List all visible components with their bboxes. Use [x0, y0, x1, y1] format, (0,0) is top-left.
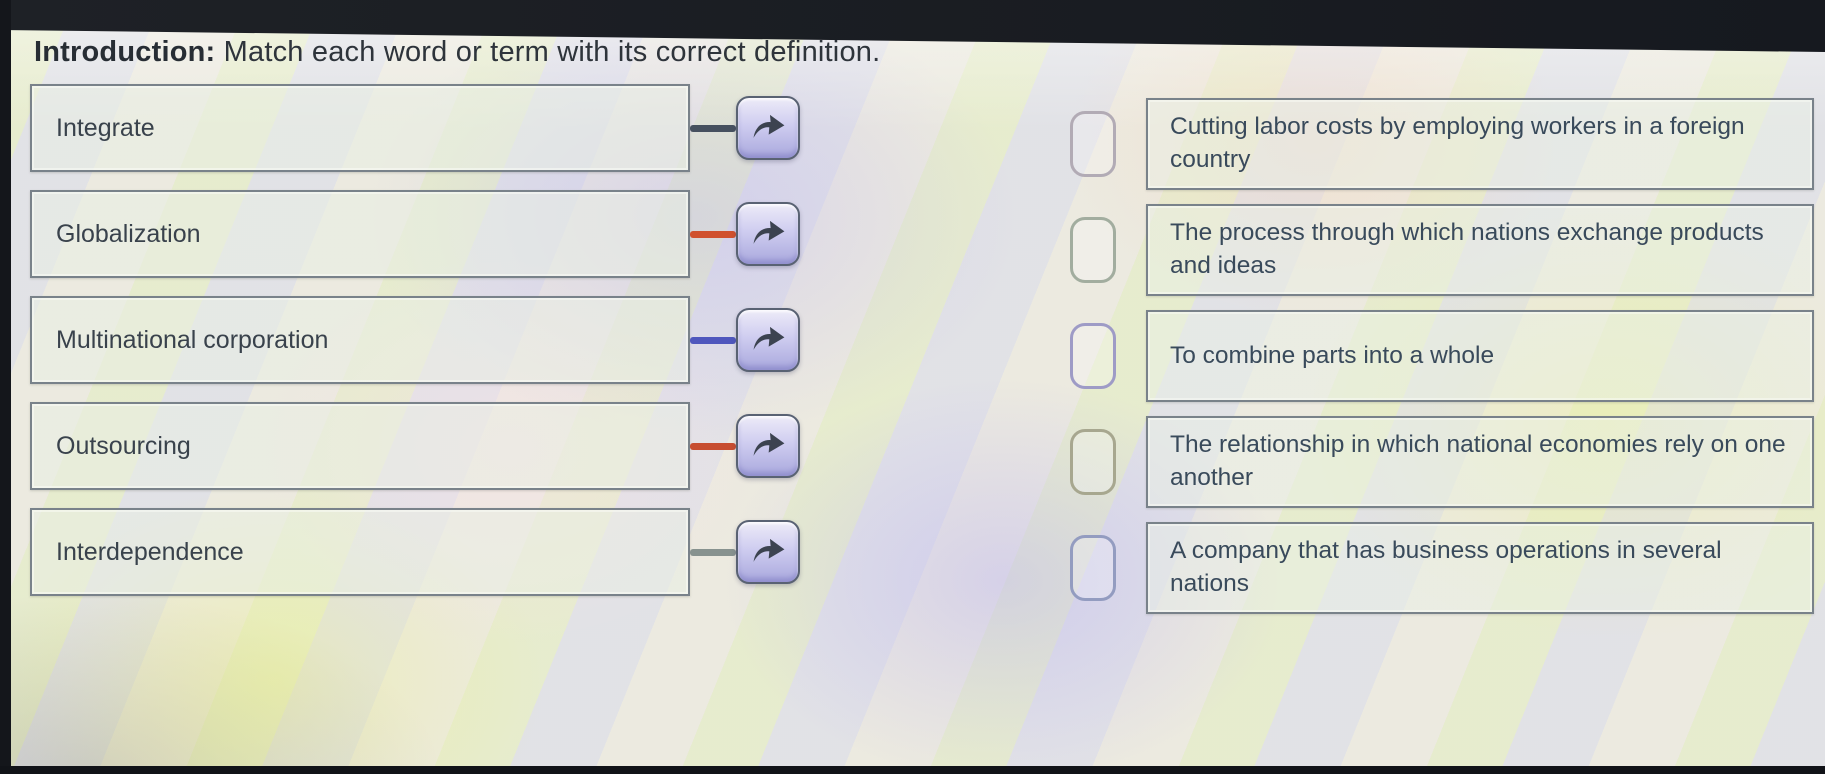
definition-drop-checkbox[interactable] — [1070, 217, 1116, 283]
definition-row: To combine parts into a whole — [1070, 310, 1814, 402]
match-connector-line — [690, 230, 736, 238]
screen-bezel-bottom — [0, 766, 1825, 774]
term-box-globalization[interactable]: Globalization — [30, 190, 690, 278]
forward-arrow-icon — [747, 425, 789, 467]
page-title: Introduction: Match each word or term wi… — [34, 36, 880, 69]
definition-box[interactable]: The process through which nations exchan… — [1146, 204, 1814, 296]
term-box-interdependence[interactable]: Interdependence — [30, 508, 690, 596]
term-box-multinational-corporation[interactable]: Multinational corporation — [30, 296, 690, 384]
match-connector-line — [690, 548, 736, 556]
definition-drop-checkbox[interactable] — [1070, 535, 1116, 601]
term-row: Integrate — [30, 84, 820, 172]
forward-arrow-icon — [747, 107, 789, 149]
page-title-text: Match each word or term with its correct… — [223, 36, 881, 68]
definition-row: Cutting labor costs by employing workers… — [1070, 98, 1814, 190]
term-box-integrate[interactable]: Integrate — [30, 84, 690, 172]
definitions-column: Cutting labor costs by employing workers… — [1070, 98, 1814, 628]
term-row: Multinational corporation — [30, 296, 820, 384]
screen-bezel-left — [0, 0, 11, 774]
definition-row: A company that has business operations i… — [1070, 522, 1814, 614]
forward-arrow-icon — [747, 531, 789, 573]
forward-arrow-icon — [747, 319, 789, 361]
page-title-label: Introduction: — [34, 36, 216, 68]
match-connector-line — [690, 442, 736, 450]
term-row: Outsourcing — [30, 402, 820, 490]
definition-box[interactable]: A company that has business operations i… — [1146, 522, 1814, 614]
match-connector-line — [690, 336, 736, 344]
match-arrow-button[interactable] — [736, 520, 800, 584]
term-box-outsourcing[interactable]: Outsourcing — [30, 402, 690, 490]
definition-box[interactable]: Cutting labor costs by employing workers… — [1146, 98, 1814, 190]
definition-row: The relationship in which national econo… — [1070, 416, 1814, 508]
term-row: Globalization — [30, 190, 820, 278]
definition-row: The process through which nations exchan… — [1070, 204, 1814, 296]
definition-drop-checkbox[interactable] — [1070, 429, 1116, 495]
definition-box[interactable]: The relationship in which national econo… — [1146, 416, 1814, 508]
definition-box[interactable]: To combine parts into a whole — [1146, 310, 1814, 402]
match-arrow-button[interactable] — [736, 202, 800, 266]
match-arrow-button[interactable] — [736, 308, 800, 372]
match-connector-line — [690, 124, 736, 132]
terms-column: Integrate Globalization Multinational co… — [30, 84, 820, 614]
forward-arrow-icon — [747, 213, 789, 255]
definition-drop-checkbox[interactable] — [1070, 323, 1116, 389]
match-arrow-button[interactable] — [736, 96, 800, 160]
match-arrow-button[interactable] — [736, 414, 800, 478]
term-row: Interdependence — [30, 508, 820, 596]
definition-drop-checkbox[interactable] — [1070, 111, 1116, 177]
